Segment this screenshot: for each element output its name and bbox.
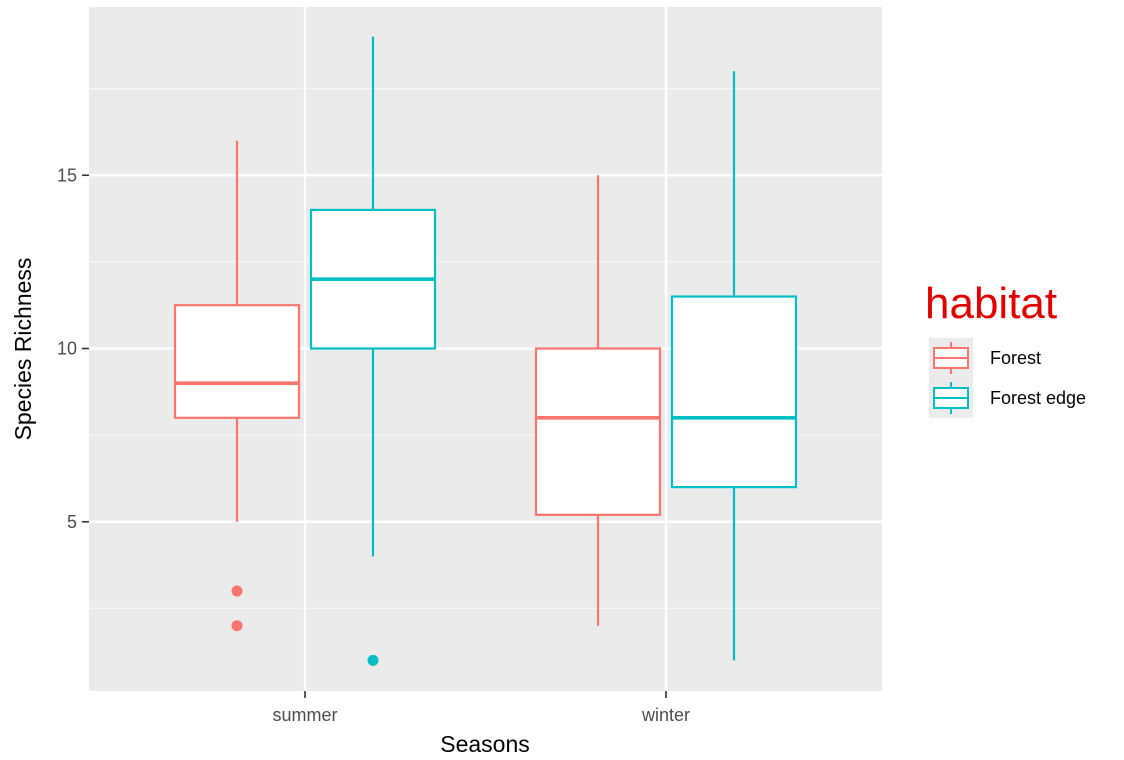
x-tick-label: winter bbox=[641, 705, 690, 725]
y-tick-label: 5 bbox=[67, 512, 77, 532]
box-layer bbox=[173, 36, 798, 666]
box-body bbox=[670, 295, 798, 489]
minor-gridlines bbox=[89, 88, 882, 609]
outlier-point bbox=[231, 585, 243, 597]
outlier-point bbox=[367, 654, 379, 666]
box-forest-edge-summer bbox=[309, 36, 437, 666]
box-forest-edge-winter bbox=[670, 71, 798, 661]
legend-keys: Forest Forest edge bbox=[929, 338, 1086, 418]
legend-title: habitat bbox=[925, 279, 1057, 328]
legend-label: Forest edge bbox=[990, 388, 1086, 408]
x-tick-label: summer bbox=[272, 705, 337, 725]
outlier-point bbox=[231, 620, 243, 632]
box-forest-winter bbox=[534, 175, 662, 626]
legend-key-forest-edge: Forest edge bbox=[929, 378, 1086, 418]
box-body bbox=[173, 304, 301, 419]
legend: habitat Forest Forest edge bbox=[925, 279, 1086, 418]
y-tick-label: 15 bbox=[57, 165, 77, 185]
y-tick-label: 10 bbox=[57, 339, 77, 359]
y-axis: 5 10 15 bbox=[57, 165, 89, 532]
x-axis-title: Seasons bbox=[440, 731, 530, 757]
legend-label: Forest bbox=[990, 348, 1041, 368]
legend-key-forest: Forest bbox=[929, 338, 1041, 378]
y-axis-title: Species Richness bbox=[10, 258, 36, 441]
box-forest-summer bbox=[173, 140, 301, 632]
box-body bbox=[534, 347, 662, 516]
x-axis: summer winter bbox=[272, 691, 690, 725]
